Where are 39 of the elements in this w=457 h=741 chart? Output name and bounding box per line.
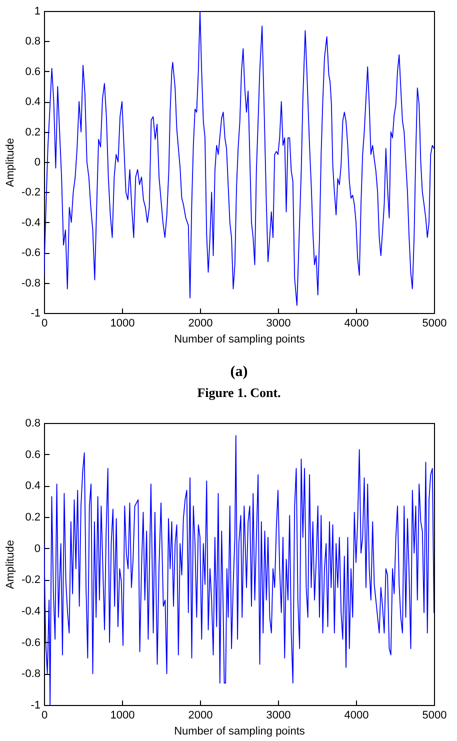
y-tick-label: -1 <box>30 700 40 712</box>
x-tick-label: 4000 <box>344 318 369 330</box>
y-tick-label: 0.2 <box>25 512 40 524</box>
y-tick-label: -0.4 <box>22 216 40 229</box>
y-tick-label: 0.6 <box>25 448 40 461</box>
y-tick-label: -0.4 <box>22 606 40 618</box>
x-tick-label: 1000 <box>110 710 135 722</box>
x-axis-title: Number of sampling points <box>174 726 306 738</box>
x-tick-label: 3000 <box>266 318 291 330</box>
x-tick-label: 2000 <box>188 710 213 722</box>
y-tick-label: 0.8 <box>25 418 40 430</box>
x-tick-label: 5000 <box>422 710 447 722</box>
text: (a) <box>230 364 248 380</box>
y-axis-title: Amplitude <box>4 540 17 589</box>
y-tick-label: 0.4 <box>25 480 40 492</box>
y-tick-label: 0 <box>34 156 40 168</box>
x-tick-label: 3000 <box>266 710 291 722</box>
y-tick-label: 0.6 <box>25 66 40 78</box>
y-tick-label: -0.8 <box>22 277 40 290</box>
y-tick-label: 1 <box>34 6 40 18</box>
x-axis-title: Number of sampling points <box>174 334 306 346</box>
x-tick-label: 1000 <box>110 318 135 330</box>
y-tick-label: -0.6 <box>22 636 40 649</box>
line-series <box>44 11 434 306</box>
x-tick-label: 2000 <box>188 318 213 330</box>
y-tick-label: -0.2 <box>22 574 40 586</box>
x-tick-label: 5000 <box>422 318 447 330</box>
y-tick-label: 0.8 <box>25 36 40 48</box>
y-tick-label: -0.6 <box>22 247 40 260</box>
line-series <box>44 435 434 705</box>
y-tick-label: 0.2 <box>25 126 40 138</box>
y-tick-label: -0.8 <box>22 668 40 680</box>
y-axis-title: Amplitude <box>4 138 17 187</box>
y-tick-label: -1 <box>30 308 40 320</box>
y-tick-label: 0.4 <box>25 96 40 108</box>
y-tick-label: -0.2 <box>22 186 40 199</box>
caption: Figure 1. Cont. <box>197 385 281 400</box>
x-tick-label: 4000 <box>344 710 369 722</box>
y-tick-label: 0 <box>34 542 40 555</box>
